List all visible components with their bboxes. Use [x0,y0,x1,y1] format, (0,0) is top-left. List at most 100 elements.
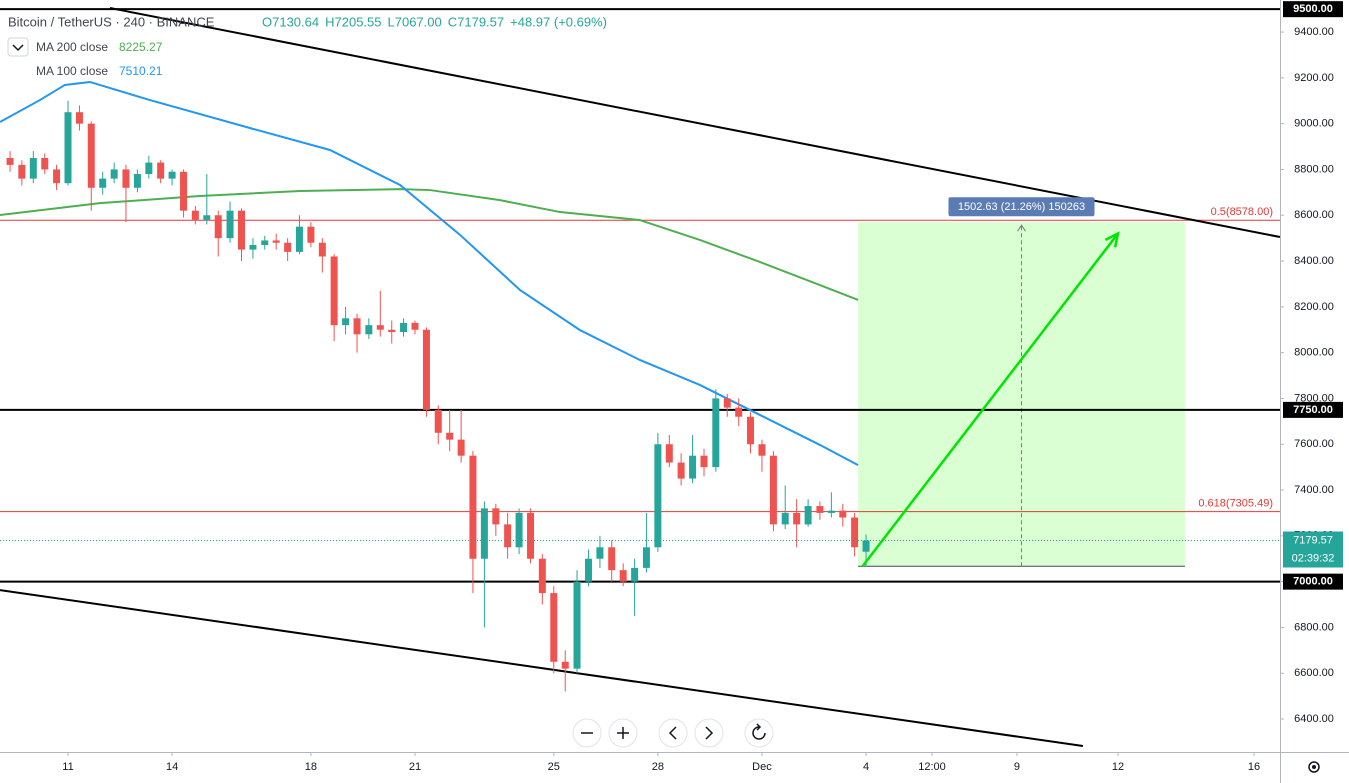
y-tick-label: 6400.00 [1294,713,1334,725]
candle-body [203,215,211,220]
candle-body [839,510,847,518]
y-tick-label: 8400.00 [1294,255,1334,267]
candle-body [365,325,373,335]
ma-line [0,188,859,301]
candle-body [261,240,269,246]
y-tick-label: 7800.00 [1294,392,1334,404]
candle-body [804,506,812,525]
x-tick-label: 21 [409,761,421,773]
y-tick-label: 6800.00 [1294,621,1334,633]
candle-body [584,558,592,582]
fib-label: 0.618(7305.49) [1198,498,1273,510]
x-tick-label: 28 [652,761,664,773]
candle-body [41,158,49,170]
position-measure-head [1017,224,1026,232]
candle-body [64,112,72,184]
settings[interactable] [1308,761,1320,773]
candle-body [689,455,697,479]
y-tick-label: 7600.00 [1294,438,1334,450]
candle-body [75,112,83,124]
icon [752,723,766,740]
icon [668,726,677,740]
x-tick-label: 16 [1248,761,1260,773]
position-label-bg [948,197,1095,217]
settings-icon [1308,761,1320,773]
trend-line [0,589,1084,748]
candle-body [284,242,292,252]
candle-body [515,512,523,548]
candle-body [53,169,61,184]
candle-body [272,240,280,243]
level-label: 7000.00 [1293,576,1333,588]
price-axis [1280,0,1349,783]
ma200-value: 8225.27 [119,40,163,54]
candle-body [168,171,176,179]
candle-body [446,432,454,440]
candle-body [376,325,384,330]
candle-body [781,512,789,525]
settings-icon-center [1312,765,1316,769]
arrow-head [1104,231,1120,248]
x-tick-label: 9 [1014,761,1020,773]
candle-body [550,593,558,662]
candle-body [6,158,14,165]
reset[interactable] [744,718,774,748]
candle-body [504,524,512,548]
candle-body [793,512,801,525]
candle-body [747,416,755,445]
y-tick-label: 7400.00 [1294,484,1334,496]
candle-body [480,508,488,559]
candle-body [87,123,95,188]
level-label: 7750.00 [1293,404,1333,416]
candle-body [596,547,604,559]
x-tick-label: 4 [863,761,869,773]
candle-body [133,174,141,188]
x-tick-label: 18 [305,761,317,773]
candle-body [295,226,303,252]
candle-body [457,439,465,456]
candle-body [145,162,153,175]
candle-body [700,455,708,468]
ohlc-value: H7205.55 [325,14,381,29]
level-label: 9500.00 [1293,3,1333,15]
candle-body [469,455,477,559]
collapse-icon [12,44,24,52]
candle-body [816,506,824,513]
y-tick-label: 8600.00 [1294,209,1334,221]
ohlc-value: +48.97 (+0.69%) [510,14,607,29]
candle-body [608,547,616,571]
candle-body [249,245,257,250]
y-tick-label: 9000.00 [1294,118,1334,130]
candle-body [561,661,569,669]
scroll-left[interactable] [658,718,688,748]
candle-body [735,407,743,417]
candle-body [180,171,188,211]
x-tick-label: 25 [548,761,560,773]
candle-body [226,210,234,239]
candle-body [307,226,315,243]
ma100-name: MA 100 close [36,64,108,78]
candle-body [712,398,720,468]
time-axis [0,752,1280,783]
candle-body [122,169,130,188]
candle-body [237,210,245,250]
icon [705,726,714,740]
candle-body [654,444,662,548]
candle-body [758,444,766,456]
candle-body [99,178,107,188]
candle-body [330,256,338,326]
x-tick-label: 14 [166,761,178,773]
candle-body [29,158,37,179]
candle-body [619,570,627,582]
y-tick-label: 8800.00 [1294,163,1334,175]
y-tick-label: 9200.00 [1294,72,1334,84]
y-tick-label: 8200.00 [1294,301,1334,313]
candle-body [411,322,419,330]
candle-body [434,409,442,433]
countdown: 02:39:32 [1292,552,1335,564]
ohlc-value: L7067.00 [388,14,442,29]
collapse-button[interactable] [7,37,29,57]
level-badge [1283,573,1343,590]
scroll-right[interactable] [694,718,724,748]
y-tick-label: 9400.00 [1294,26,1334,38]
